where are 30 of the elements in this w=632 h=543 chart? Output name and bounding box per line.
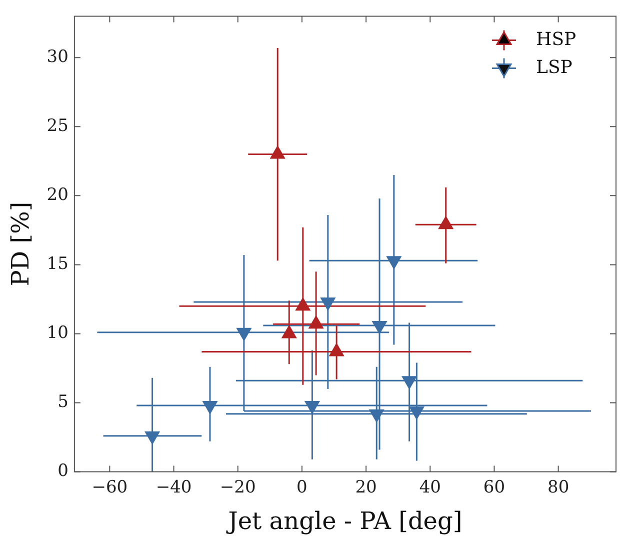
legend-label: LSP (536, 56, 572, 78)
point (372, 320, 387, 334)
point (438, 216, 454, 230)
point (369, 409, 384, 422)
y-tick-label: 25 (46, 116, 68, 136)
point (409, 406, 424, 420)
point (304, 401, 320, 414)
y-tick-label: 0 (58, 461, 68, 482)
x-tick-label: −20 (220, 477, 256, 498)
point (320, 297, 336, 310)
y-tick-label: 5 (58, 392, 68, 412)
y-tick-label: 15 (46, 254, 68, 274)
legend-label: HSP (536, 28, 576, 50)
x-tick-label: −60 (92, 477, 128, 498)
y-tick-label: 20 (46, 185, 68, 206)
y-tick-label: 10 (46, 323, 68, 344)
x-axis-title: Jet angle - PA [deg] (225, 506, 462, 535)
y-axis-title: PD [%] (6, 202, 35, 286)
x-tick-label: 20 (355, 477, 377, 498)
point (202, 401, 218, 414)
x-tick-label: 40 (419, 477, 441, 498)
x-tick-label: −40 (156, 477, 192, 498)
point (144, 431, 160, 444)
point (402, 376, 417, 390)
point (236, 328, 252, 341)
x-tick-label: 80 (548, 477, 570, 498)
point (270, 146, 286, 159)
y-tick-label: 30 (46, 47, 68, 68)
x-tick-label: 60 (483, 477, 506, 498)
x-tick-label: 0 (296, 477, 308, 498)
